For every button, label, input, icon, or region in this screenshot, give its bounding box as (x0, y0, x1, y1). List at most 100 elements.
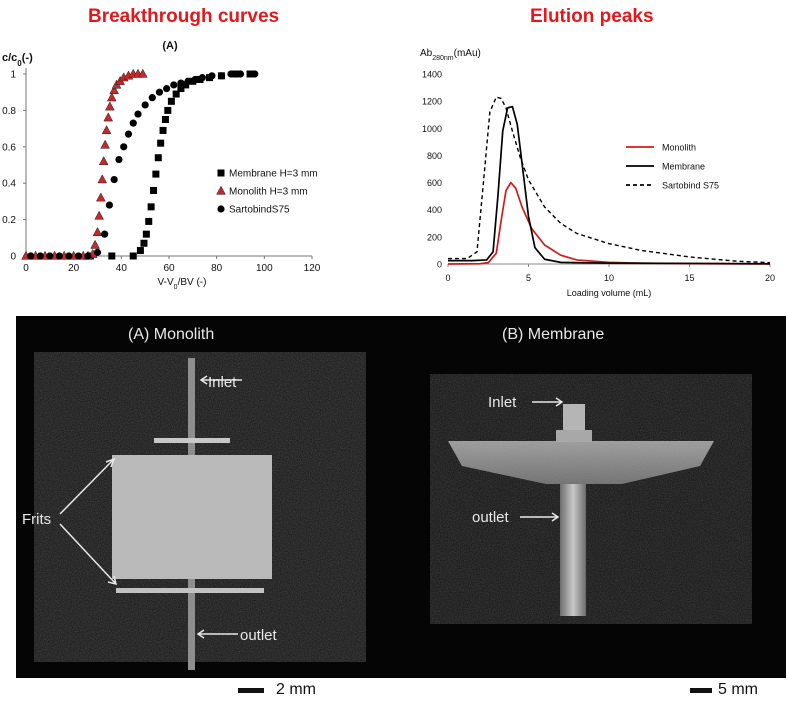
monolith-image (59, 358, 272, 670)
triangle-point (94, 210, 104, 220)
x-tick-label: 120 (304, 263, 321, 274)
legend-label: Monolith H=3 mm (229, 187, 308, 198)
circle-point (155, 88, 164, 96)
triangle-point (106, 92, 117, 102)
square-point (177, 85, 185, 93)
elution-chart: 0 200 400 600 800 1000 1200 1400 0 5 10 15 20 Ab280nm… (420, 48, 775, 298)
legend-square-marker (217, 169, 225, 177)
circle-point (217, 72, 226, 80)
square-point (182, 81, 190, 89)
triangle-point (101, 125, 112, 135)
x-tick-label: 15 (684, 273, 694, 283)
square-point (147, 203, 155, 211)
elution-heading: Elution peaks (530, 6, 654, 27)
circle-point (198, 74, 206, 82)
legend-label: SartobindS75 (229, 205, 290, 216)
x-tick-label: 60 (163, 263, 175, 274)
monolith-image-title: (A) Monolith (128, 326, 215, 343)
x-tick-label: 20 (68, 263, 80, 274)
y-tick-label: 1 (10, 70, 16, 81)
membrane-outlet-tube (560, 466, 586, 616)
chart-b-x-label: Loading volume (mL) (567, 288, 652, 298)
y-tick-label: 0.4 (2, 179, 16, 190)
circle-point (110, 175, 118, 184)
y-tick-label: 0 (437, 260, 442, 270)
scale-bar-left (238, 688, 264, 693)
circle-point (227, 70, 235, 78)
series-circle (27, 70, 259, 260)
series-line-2 (448, 96, 771, 264)
legend-label: Sartobind S75 (662, 181, 719, 191)
x-tick-label: 0 (445, 273, 450, 283)
circle-point (141, 101, 149, 109)
membrane-image (448, 397, 714, 616)
circle-point (74, 252, 83, 260)
x-tick-label: 20 (765, 273, 775, 283)
square-point (140, 239, 148, 247)
square-point (246, 70, 254, 78)
square-point (164, 106, 172, 114)
square-point (108, 252, 116, 260)
y-tick-label: 0 (10, 252, 16, 263)
series-line-1 (448, 105, 771, 265)
top-frit (154, 438, 230, 443)
monolith-outlet-label: outlet (240, 627, 278, 644)
chart-a-y-label: c/c0(-) (2, 52, 33, 68)
circle-point (129, 119, 137, 127)
circle-point (251, 70, 259, 78)
image-panel: (A) Monolith (B) Membrane (16, 316, 786, 678)
membrane-outlet-label: outlet (472, 509, 510, 526)
circle-point (236, 70, 245, 78)
triangle-point (97, 174, 108, 184)
circle-point (65, 252, 73, 260)
x-tick-label: 10 (604, 273, 614, 283)
triangle-point (96, 192, 106, 202)
y-tick-label: 600 (427, 178, 442, 188)
square-point (142, 230, 150, 238)
y-tick-label: 0.6 (2, 142, 16, 153)
x-tick-label: 0 (23, 263, 29, 274)
circle-point (120, 143, 128, 151)
triangle-point (92, 227, 103, 236)
bottom-frit (116, 588, 264, 593)
triangle-point (98, 156, 109, 166)
circle-point (105, 201, 114, 209)
square-point (159, 126, 167, 134)
membrane-image-title: (B) Membrane (502, 326, 605, 343)
square-point (129, 252, 137, 260)
triangle-point (103, 112, 114, 122)
square-point (150, 186, 158, 194)
breakthrough-chart: 0 0.2 0.4 0.6 0.8 1 0 20 40 60 80 100 120 (A) c/c0(-) V… (2, 40, 321, 291)
y-tick-label: 1200 (422, 97, 442, 107)
circle-point (191, 75, 199, 84)
frits-label: Frits (22, 511, 51, 528)
legend-label: Membrane H=3 mm (229, 169, 318, 180)
circle-point (46, 252, 54, 260)
membrane-inlet-cap (563, 404, 585, 432)
legend-circle-marker (217, 205, 225, 213)
circle-point (36, 252, 44, 260)
x-tick-label: 100 (256, 263, 273, 274)
square-point (232, 70, 240, 78)
circle-point (115, 155, 123, 164)
breakthrough-heading: Breakthrough curves (88, 6, 280, 27)
circle-point (134, 110, 142, 118)
circle-point (163, 84, 171, 93)
legend-label: Membrane (662, 162, 705, 172)
chart-b-y-label: Ab280nm(mAu) (420, 48, 481, 62)
circle-point (177, 79, 185, 87)
y-tick-label: 0.8 (2, 106, 16, 117)
scale-text-right: 5 mm (718, 681, 758, 698)
circle-point (93, 248, 102, 256)
square-point (157, 139, 165, 147)
scale-bar-right (690, 688, 712, 693)
scale-text-left: 2 mm (276, 681, 316, 698)
circle-point (124, 130, 133, 138)
circle-point (55, 252, 63, 260)
y-tick-label: 400 (427, 205, 442, 215)
x-tick-label: 80 (211, 263, 223, 274)
square-point (154, 154, 162, 162)
circle-point (208, 72, 216, 80)
y-tick-label: 1000 (422, 124, 442, 134)
triangle-point (109, 85, 120, 95)
